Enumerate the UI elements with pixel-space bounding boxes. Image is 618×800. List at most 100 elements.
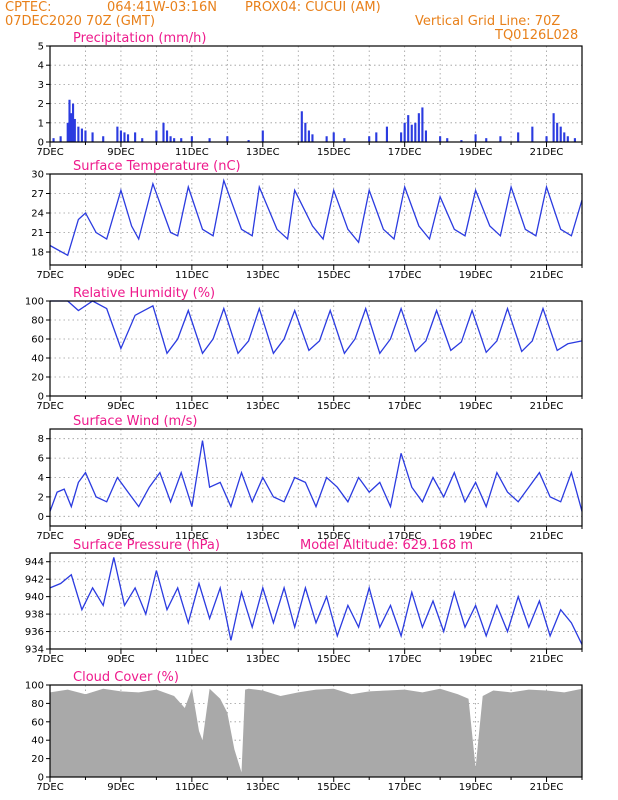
- x-tick-label: 15DEC: [317, 654, 351, 665]
- x-tick-label: 21DEC: [530, 782, 564, 793]
- precip-bar: [531, 126, 534, 142]
- x-tick-label: 19DEC: [459, 654, 493, 665]
- x-tick-label: 17DEC: [388, 147, 422, 158]
- y-tick-label: 4: [38, 473, 44, 484]
- precip-bar: [332, 132, 335, 142]
- x-tick-label: 9DEC: [107, 531, 134, 542]
- precip-bar: [410, 124, 413, 142]
- x-tick-label: 17DEC: [388, 531, 422, 542]
- precip-bar: [414, 122, 417, 142]
- precip-bar: [439, 136, 442, 142]
- panel-6: 0 20 40 60 80 100 7DEC 9DEC 11DEC 13DEC 15DEC 17DEC…: [25, 670, 583, 793]
- precip-bar: [307, 130, 310, 142]
- x-tick-label: 21DEC: [530, 147, 564, 158]
- precip-bar: [403, 122, 406, 142]
- y-tick-label: 944: [25, 557, 44, 568]
- panel-2: 18 21 24 27 30 7DEC 9DEC 11DEC 13DEC 15DEC 17DEC 19…: [31, 159, 583, 281]
- x-tick-label: 15DEC: [317, 782, 351, 793]
- y-tick-label: 4: [38, 61, 44, 72]
- precip-bar: [421, 107, 424, 142]
- x-tick-label: 13DEC: [246, 147, 280, 158]
- y-tick-label: 60: [31, 335, 44, 346]
- y-tick-label: 20: [31, 373, 44, 384]
- precip-bar: [77, 126, 80, 142]
- y-tick-label: 942: [25, 575, 44, 586]
- precip-bar: [208, 138, 211, 142]
- x-tick-label: 17DEC: [388, 270, 422, 281]
- precip-bar: [325, 136, 328, 142]
- precip-bar: [91, 132, 94, 142]
- precip-bar: [80, 128, 83, 142]
- precip-bar: [59, 136, 62, 142]
- precip-bar: [141, 138, 144, 142]
- precip-bar: [424, 130, 428, 142]
- x-tick-label: 19DEC: [459, 401, 493, 412]
- series-line-4: [49, 440, 583, 512]
- header-date: 07DEC2020 70Z (GMT): [5, 14, 156, 29]
- y-tick-label: 3: [38, 80, 44, 91]
- x-tick-label: 7DEC: [36, 147, 63, 158]
- precip-bar: [169, 136, 172, 142]
- y-tick-label: 30: [31, 170, 44, 181]
- y-tick-label: 80: [31, 699, 44, 710]
- precip-bar: [66, 122, 69, 142]
- precip-bar: [566, 136, 569, 142]
- x-tick-label: 13DEC: [246, 531, 280, 542]
- precip-bar: [123, 132, 126, 142]
- y-tick-label: 27: [31, 189, 44, 200]
- precip-bar: [162, 122, 165, 142]
- x-tick-label: 21DEC: [530, 270, 564, 281]
- x-tick-label: 11DEC: [175, 654, 209, 665]
- precip-bar: [134, 132, 137, 142]
- plot-frame: [49, 684, 583, 778]
- x-tick-label: 17DEC: [388, 782, 422, 793]
- precip-bar: [300, 111, 303, 142]
- x-tick-label: 11DEC: [175, 782, 209, 793]
- precip-bar: [460, 140, 463, 142]
- precip-bar: [126, 134, 130, 142]
- precip-bar: [485, 138, 488, 142]
- precip-bar: [73, 118, 76, 142]
- x-tick-label: 11DEC: [175, 531, 209, 542]
- x-tick-label: 19DEC: [459, 270, 493, 281]
- y-tick-label: 6: [38, 454, 44, 465]
- x-tick-label: 7DEC: [36, 654, 63, 665]
- x-tick-label: 15DEC: [317, 270, 351, 281]
- precip-bar: [190, 136, 193, 142]
- precip-bar: [545, 136, 548, 142]
- x-tick-label: 9DEC: [107, 654, 134, 665]
- series-line-5: [49, 557, 583, 645]
- y-tick-label: 20: [31, 754, 44, 765]
- precip-bar: [68, 99, 71, 142]
- y-tick-label: 0: [38, 392, 44, 403]
- panel-title: Cloud Cover (%): [73, 670, 179, 685]
- y-tick-label: 938: [25, 610, 44, 621]
- precip-bar: [517, 132, 520, 142]
- plot-frame: [49, 428, 583, 527]
- panel-3: 0 20 40 60 80 100 7DEC 9DEC 11DEC 13DEC 15DEC 17DEC…: [25, 286, 583, 412]
- y-tick-label: 21: [31, 228, 44, 239]
- header-location: PROX04: CUCUI (AM): [245, 0, 381, 15]
- y-tick-label: 40: [31, 736, 44, 747]
- precip-bar: [226, 136, 229, 142]
- x-tick-label: 21DEC: [530, 531, 564, 542]
- precip-bar: [417, 113, 420, 142]
- x-tick-label: 21DEC: [530, 654, 564, 665]
- precip-bar: [343, 138, 346, 142]
- precip-bar: [102, 136, 105, 142]
- plot-frame: [49, 300, 583, 397]
- x-tick-label: 7DEC: [36, 270, 63, 281]
- x-tick-label: 13DEC: [246, 782, 280, 793]
- y-tick-label: 18: [31, 248, 44, 259]
- y-tick-label: 60: [31, 717, 44, 728]
- precip-bar: [407, 115, 410, 142]
- precip-bar: [400, 132, 403, 142]
- y-tick-label: 1: [38, 118, 44, 129]
- x-tick-label: 13DEC: [246, 270, 280, 281]
- precip-bar: [247, 140, 250, 142]
- x-tick-label: 21DEC: [530, 401, 564, 412]
- y-tick-label: 100: [25, 297, 44, 308]
- y-tick-label: 100: [25, 681, 44, 692]
- precip-bar: [385, 126, 388, 142]
- series-line-3: [50, 300, 583, 355]
